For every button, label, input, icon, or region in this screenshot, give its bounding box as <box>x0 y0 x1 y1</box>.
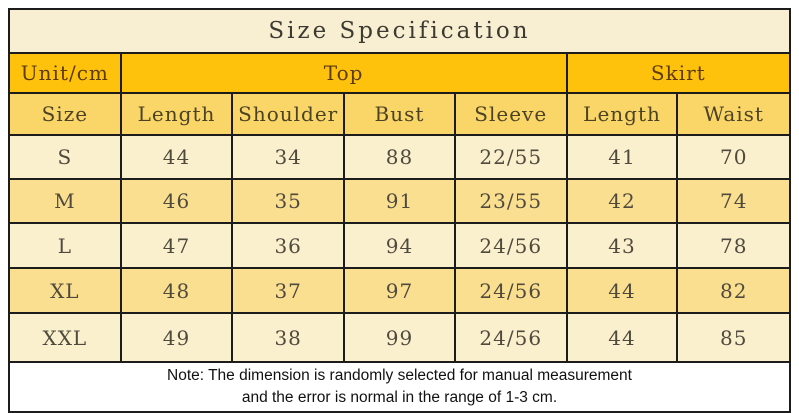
column-header-bust: Bust <box>343 92 456 136</box>
value-cell: 97 <box>343 267 456 314</box>
value-cell: 24/56 <box>453 222 568 269</box>
table-row: M 46 35 91 23/55 42 74 <box>8 178 791 224</box>
value-cell: 47 <box>119 222 234 269</box>
size-cell: L <box>8 222 122 269</box>
size-cell: S <box>8 134 122 180</box>
value-cell: 94 <box>343 222 456 269</box>
value-cell: 41 <box>565 134 679 180</box>
value-cell: 37 <box>231 267 346 314</box>
table-title-row: Size Specification <box>8 8 791 54</box>
value-cell: 88 <box>343 134 456 180</box>
table-row: XXL 49 38 99 24/56 44 85 <box>8 312 791 363</box>
value-cell: 44 <box>565 312 679 363</box>
value-cell: 23/55 <box>453 178 568 224</box>
value-cell: 22/55 <box>453 134 568 180</box>
value-cell: 38 <box>231 312 346 363</box>
value-cell: 48 <box>119 267 234 314</box>
value-cell: 70 <box>676 134 791 180</box>
table-row: L 47 36 94 24/56 43 78 <box>8 222 791 269</box>
group-header-row: Unit/cm Top Skirt <box>8 52 792 94</box>
value-cell: 74 <box>676 178 791 224</box>
note-line-1: Note: The dimension is randomly selected… <box>167 366 632 384</box>
group-header-top: Top <box>119 52 568 94</box>
column-header-top-length: Length <box>119 92 234 136</box>
value-cell: 34 <box>231 134 346 180</box>
note-row: Note: The dimension is randomly selected… <box>8 361 791 413</box>
measurement-note: Note: The dimension is randomly selected… <box>8 361 791 413</box>
size-cell: M <box>8 178 122 224</box>
column-header-skirt-length: Length <box>565 92 679 136</box>
size-cell: XL <box>8 267 122 314</box>
value-cell: 44 <box>119 134 234 180</box>
column-header-size: Size <box>8 92 122 136</box>
note-line-2: and the error is normal in the range of … <box>241 389 558 406</box>
column-header-sleeve: Sleeve <box>453 92 568 136</box>
column-header-shoulder: Shoulder <box>231 92 346 136</box>
value-cell: 91 <box>343 178 456 224</box>
column-header-row: Size Length Shoulder Bust Sleeve Length … <box>8 92 791 136</box>
group-header-skirt: Skirt <box>565 52 792 94</box>
value-cell: 36 <box>231 222 346 269</box>
unit-label-cell: Unit/cm <box>8 52 122 94</box>
value-cell: 99 <box>343 312 456 363</box>
value-cell: 46 <box>119 178 234 224</box>
value-cell: 78 <box>676 222 791 269</box>
value-cell: 85 <box>676 312 791 363</box>
page-title: Size Specification <box>8 8 791 54</box>
value-cell: 43 <box>565 222 679 269</box>
value-cell: 24/56 <box>453 267 568 314</box>
value-cell: 24/56 <box>453 312 568 363</box>
value-cell: 44 <box>565 267 679 314</box>
table-row: XL 48 37 97 24/56 44 82 <box>8 267 791 314</box>
value-cell: 35 <box>231 178 346 224</box>
value-cell: 42 <box>565 178 679 224</box>
size-cell: XXL <box>8 312 122 363</box>
table-row: S 44 34 88 22/55 41 70 <box>8 134 791 180</box>
value-cell: 49 <box>119 312 234 363</box>
value-cell: 82 <box>676 267 791 314</box>
column-header-waist: Waist <box>676 92 791 136</box>
size-specification-table: Size Specification Unit/cm Top Skirt Siz… <box>8 8 792 413</box>
